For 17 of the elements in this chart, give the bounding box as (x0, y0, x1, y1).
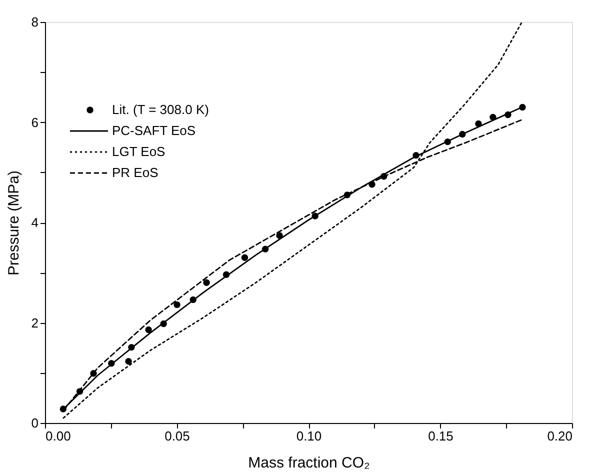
legend-label: Lit. (T = 308.0 K) (112, 102, 209, 117)
y-tick-label: 8 (31, 14, 38, 30)
y-tick-label: 4 (31, 215, 38, 230)
x-tick-label: 0.00 (46, 428, 71, 444)
x-tick-label: 0.05 (164, 428, 190, 444)
y-tick-label: 0 (31, 416, 38, 430)
x-tick-label: 0.20 (547, 428, 572, 444)
legend-label: LGT EoS (112, 144, 166, 159)
x-axis-title: Mass fraction CO₂ (248, 454, 370, 472)
x-tick-label: 0.10 (296, 428, 322, 444)
line-series (62, 21, 523, 419)
y-tick-label: 6 (31, 114, 38, 130)
legend-label: PR EoS (112, 165, 159, 180)
y-tick-label: 2 (31, 315, 38, 330)
y-axis-title: Pressure (MPa) (5, 170, 22, 276)
x-tick-label: 0.15 (428, 428, 454, 444)
legend-label: PC-SAFT EoS (112, 123, 196, 138)
